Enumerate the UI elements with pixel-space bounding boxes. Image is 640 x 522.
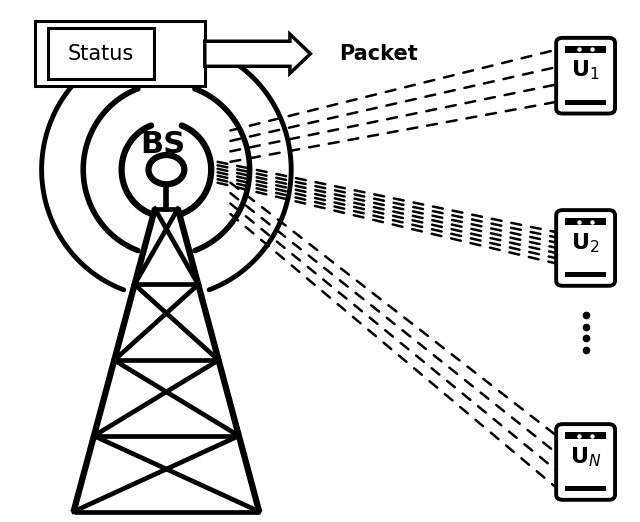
FancyBboxPatch shape <box>565 487 606 492</box>
FancyBboxPatch shape <box>565 100 606 105</box>
Text: $\mathbf{U}_{N}$: $\mathbf{U}_{N}$ <box>570 445 602 469</box>
Text: Status: Status <box>68 43 134 64</box>
FancyBboxPatch shape <box>565 218 606 225</box>
FancyBboxPatch shape <box>556 210 615 286</box>
FancyBboxPatch shape <box>48 28 154 79</box>
FancyBboxPatch shape <box>565 272 606 278</box>
Text: $\mathbf{U}_{2}$: $\mathbf{U}_{2}$ <box>572 231 600 255</box>
FancyBboxPatch shape <box>556 424 615 500</box>
Text: BS: BS <box>141 130 186 159</box>
Text: Packet: Packet <box>339 44 418 64</box>
Text: $\mathbf{U}_{1}$: $\mathbf{U}_{1}$ <box>572 58 600 82</box>
FancyArrow shape <box>205 34 310 73</box>
Circle shape <box>148 155 184 184</box>
FancyBboxPatch shape <box>565 46 606 53</box>
FancyBboxPatch shape <box>556 38 615 114</box>
FancyBboxPatch shape <box>35 21 205 86</box>
FancyBboxPatch shape <box>565 432 606 439</box>
